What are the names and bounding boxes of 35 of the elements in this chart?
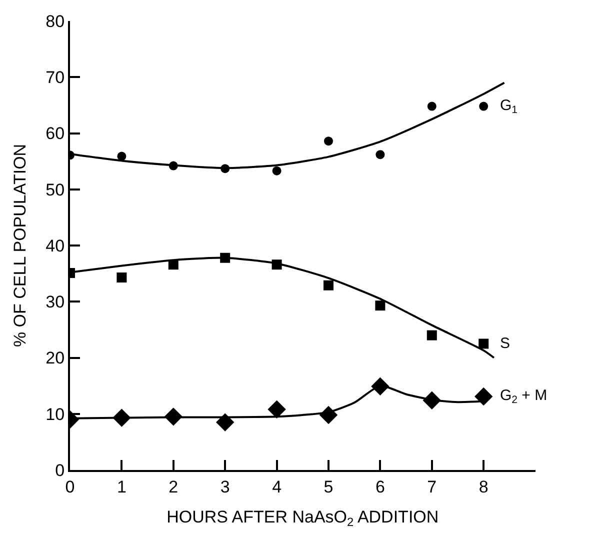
point: [474, 387, 493, 406]
y-tick-label: 60: [46, 124, 65, 144]
point: [375, 300, 386, 311]
point: [116, 272, 127, 282]
point: [426, 330, 437, 340]
y-tick-label: 80: [46, 12, 65, 31]
y-tick-label: 30: [46, 292, 65, 312]
point: [479, 102, 488, 111]
point: [324, 136, 333, 146]
y-tick-label: 50: [46, 180, 65, 200]
x-tick-label: 7: [427, 477, 437, 496]
x-axis-title: HOURS AFTER NaAsO$_{2}$ ADDITION: [166, 507, 439, 529]
x-tick-label: 4: [272, 477, 282, 496]
y-tick-label: 70: [46, 68, 65, 88]
x-tick-label: 5: [324, 477, 334, 496]
series-label: G$_{2}$ + M: [500, 387, 548, 406]
point: [268, 400, 286, 418]
series-label: G$_{1}$: [500, 97, 518, 116]
x-tick-label: 8: [478, 477, 488, 496]
x-tick-label: 2: [168, 477, 178, 496]
y-tick-label: 0: [55, 460, 65, 480]
y-tick-label: 20: [46, 348, 65, 368]
point: [478, 338, 489, 349]
x-tick-label: 3: [220, 477, 230, 496]
y-axis-title: % OF CELL POPULATION: [10, 144, 30, 348]
x-tick-label: 6: [375, 477, 385, 496]
point: [376, 150, 385, 160]
point: [272, 166, 282, 176]
y-tick-label: 10: [46, 404, 65, 424]
point: [324, 280, 334, 290]
series-label: S: [500, 335, 510, 352]
y-tick-label: 40: [46, 236, 65, 256]
point: [117, 152, 126, 161]
x-tick-label: 1: [116, 477, 126, 496]
point: [427, 102, 436, 111]
